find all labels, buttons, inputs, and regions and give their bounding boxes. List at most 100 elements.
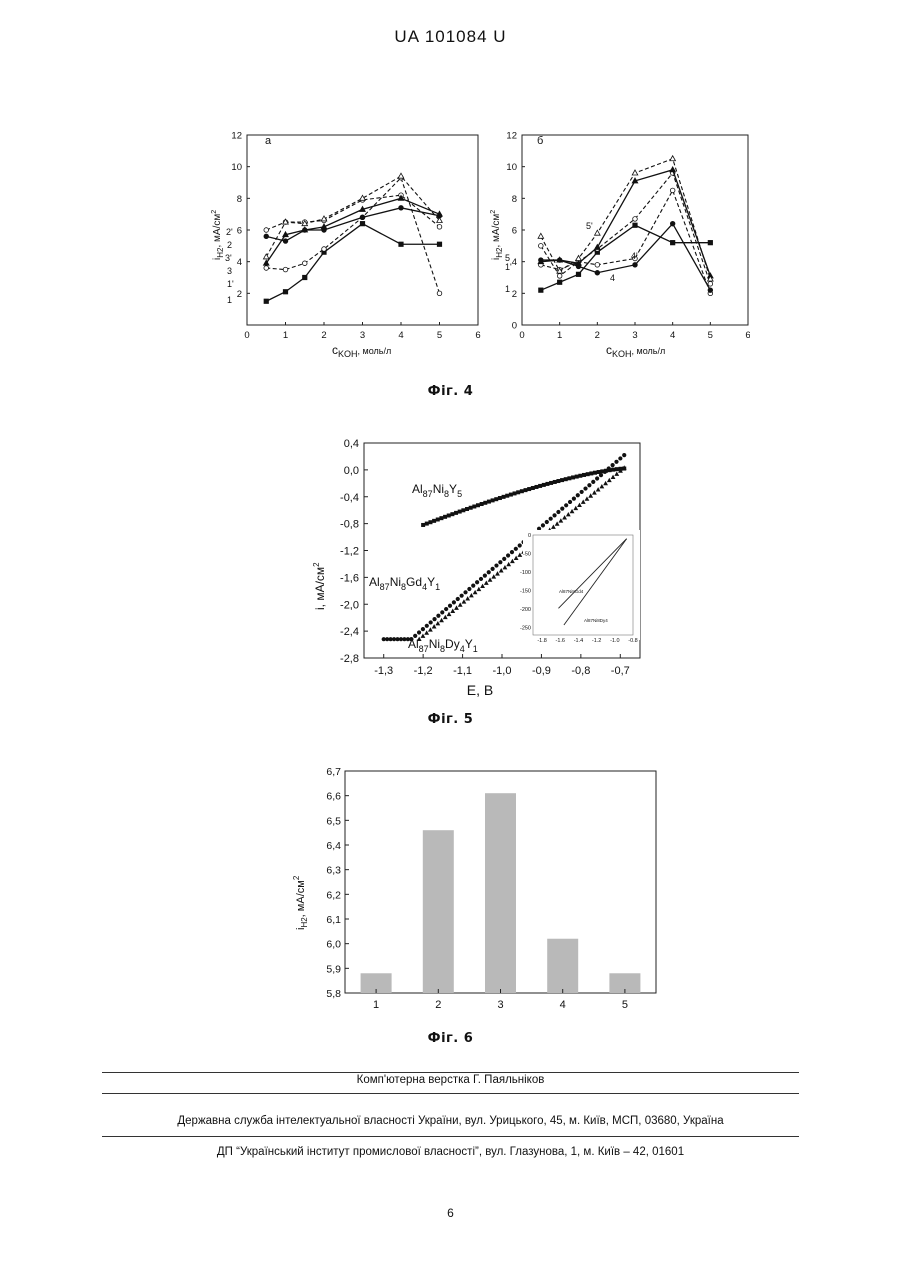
fig6-y-axis-label: iH2, мА/см2 [292,875,309,930]
fig5-point-s1 [572,497,576,501]
fig5-inset-y-tick-label: -250 [520,626,531,632]
fig6-y-tick-label: 6,5 [326,815,341,827]
fig5-series-label-y5: Al87Ni8Y5 [412,482,462,499]
fig5-point-s1 [440,610,444,614]
fig5-point-s0 [498,496,502,500]
fig5-point-s0 [494,497,498,501]
fig5-point-s0 [527,487,531,491]
fig5-point-s0 [553,480,557,484]
fig5-point-s0 [549,481,553,485]
fig5-point-s1 [580,490,584,494]
footer-office-address: Державна служба інтелектуальної власност… [102,1115,799,1127]
fig5-point-s0 [432,519,436,523]
f4b-y-tick-label: 12 [506,131,517,142]
f4a-point [437,225,442,230]
f4a-x-tick-label: 4 [398,330,403,341]
f4a-point [437,242,441,246]
fig5-point-s0 [509,493,513,497]
fig5-point-s1 [607,466,611,470]
f4a-series-line-0 [266,224,439,302]
f4b-point [708,282,713,287]
f4b-point [633,217,638,222]
patent-number-header: UA 101084 U [0,27,901,47]
figure-5: 0,40,0-0,4-0,8-1,2-1,6-2,0-2,4-2,8 -1,3-… [300,430,650,705]
fig5-point-s1 [587,483,591,487]
f4b-point [595,263,600,268]
fig5-point-s1 [417,630,421,634]
fig5-point-s1 [460,594,464,598]
fig5-point-s1 [560,507,564,511]
fig5-inset-y-tick-label: -200 [520,607,531,613]
fig5-point-s1 [436,614,440,618]
f4b-series-line-2 [541,224,710,291]
fig5-point-s0 [502,495,506,499]
fig4-caption: Фіг. 4 [0,384,901,399]
f4a-curve-label: 1' [227,279,234,289]
fig5-point-s1 [599,473,603,477]
fig5-point-s1 [456,597,460,601]
fig5-point-s1 [425,624,429,628]
f4a-curve-label: 3' [225,253,232,263]
fig6-y-tick-label: 6,1 [326,914,341,926]
f4b-point [632,170,638,175]
fig5-point-s1 [541,523,545,527]
f4a-point [264,299,268,303]
fig5-point-s0 [480,502,484,506]
f4a-y-tick-label: 6 [237,226,242,237]
f4b-point [595,230,601,235]
f4a-curve-label: 3 [227,266,232,276]
f4a-series-line-1 [266,178,439,294]
fig5-point-s0 [447,513,451,517]
fig5-point-s1 [444,607,448,611]
fig5-point-s0 [582,473,586,477]
fig5-y-tick-label: -2,4 [340,626,359,638]
fig5-point-s0 [567,476,571,480]
fig5-point-s1 [479,577,483,581]
fig6-y-tick-label: 5,8 [326,988,341,1000]
fig5-y-tick-label: -2,0 [340,599,359,611]
fig6-bar-3 [485,793,516,993]
fig4a-plot-frame [247,135,478,325]
fig4b-x-axis-label: cKOH, моль/л [606,343,665,359]
f4a-x-tick-label: 1 [283,330,288,341]
f4b-curve-label: 4 [610,273,615,283]
fig5-point-s0 [564,477,568,481]
fig5-point-s1 [510,550,514,554]
fig5-point-s0 [516,490,520,494]
fig5-point-s1 [595,476,599,480]
fig5-point-s1 [432,617,436,621]
fig5-inset-x-tick-label: -1.2 [592,638,601,644]
fig5-point-s1 [618,456,622,460]
fig6-x-tick-label: 2 [435,999,441,1011]
figure-4: а 24681012 0123456 2'23'31'1 iH2, мА/см2… [190,125,750,370]
fig5-point-s1 [614,460,618,464]
fig5-point-s0 [538,484,542,488]
fig4a-y-axis-label: iH2, мА/см2 [211,210,225,260]
fig5-point-s1 [576,493,580,497]
fig5-y-tick-label: -0,4 [340,492,359,504]
f4b-curve-label: 4' [631,251,638,261]
f4b-point [557,280,561,284]
fig6-x-tick-label: 3 [497,999,503,1011]
footer-typesetter: Комп'ютерна верстка Г. Паяльніков [102,1074,799,1086]
f4b-curve-label: 1' [505,262,512,272]
fig5-point-s0 [425,522,429,526]
f4b-point [633,263,638,268]
fig5-point-s0 [531,486,535,490]
fig5-point-s0 [615,467,619,471]
fig5-point-s1 [467,587,471,591]
fig5-point-s0 [454,511,458,515]
f4b-point [576,272,580,276]
f4a-point [283,267,288,272]
fig4-panel-a: а 24681012 0123456 2'23'31'1 iH2, мА/см2… [211,131,481,360]
fig5-point-s0 [611,468,615,472]
f4b-y-tick-label: 0 [512,321,517,332]
fig5-point-s0 [439,516,443,520]
f4b-series-line-0 [541,225,710,290]
fig5-point-s0 [571,475,575,479]
fig5-point-s0 [542,483,546,487]
fig5-point-s1 [611,463,615,467]
fig5-point-s0 [520,489,524,493]
f4a-point [263,254,269,259]
fig5-point-s1 [463,590,467,594]
